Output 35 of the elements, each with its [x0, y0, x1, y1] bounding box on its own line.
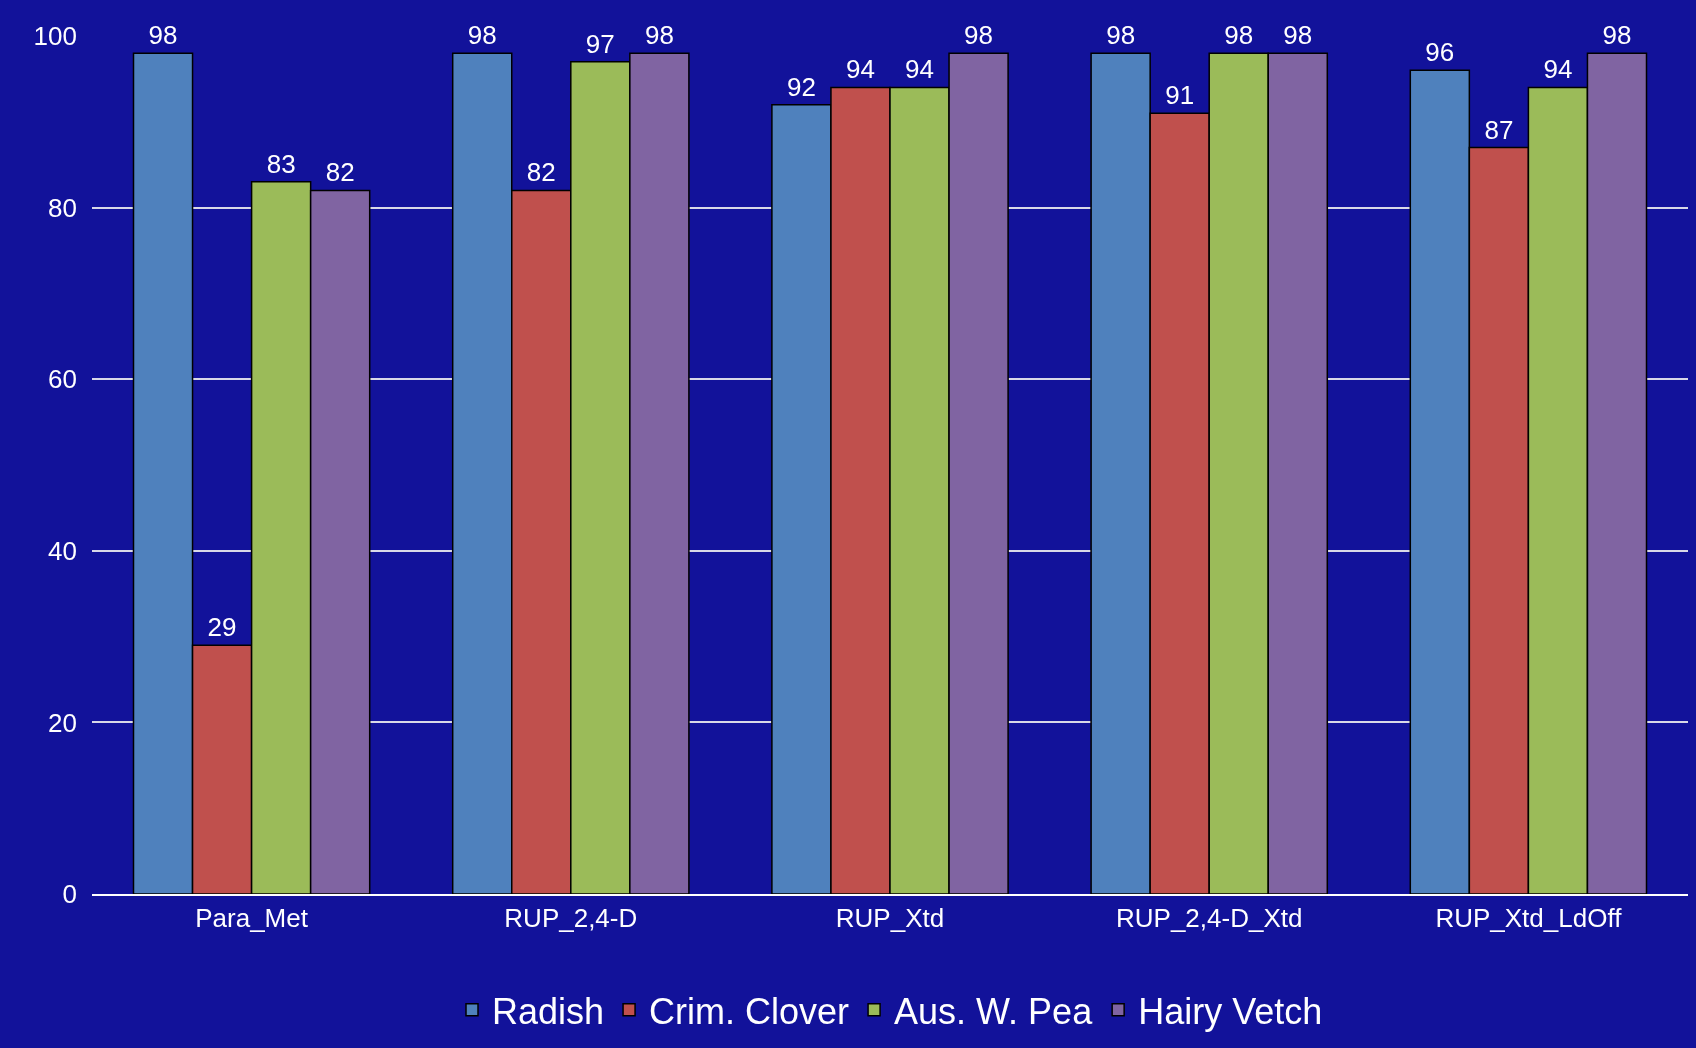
- data-label: 98: [1106, 20, 1136, 51]
- data-label: 96: [1425, 37, 1455, 68]
- data-label: 97: [585, 28, 615, 59]
- data-label: 98: [1224, 20, 1254, 51]
- x-tick-label: RUP_Xtd_LdOff: [1435, 902, 1623, 933]
- legend-label: Hairy Vetch: [1138, 990, 1323, 1032]
- data-label: 98: [1283, 20, 1313, 51]
- y-tick-label: 80: [48, 192, 77, 223]
- data-label: 98: [1602, 20, 1632, 51]
- x-tick-label: RUP_2,4-D_Xtd: [1115, 902, 1303, 933]
- legend-label: Crim. Clover: [649, 990, 850, 1032]
- data-label: 98: [148, 20, 178, 51]
- data-label: 94: [846, 54, 875, 85]
- x-tick-label: Para_Met: [195, 902, 309, 933]
- x-tick-label: RUP_2,4-D: [504, 902, 638, 933]
- y-tick-label: 20: [48, 707, 77, 738]
- x-tick-label: RUP_Xtd: [835, 902, 945, 933]
- data-label: 82: [325, 157, 355, 188]
- y-tick-label: 40: [48, 535, 77, 566]
- data-label: 87: [1484, 114, 1514, 145]
- y-tick-label: 0: [62, 879, 77, 910]
- y-tick-label: 60: [48, 364, 77, 395]
- data-label: 82: [526, 157, 556, 188]
- data-label: 83: [266, 148, 296, 179]
- legend-label: Aus. W. Pea: [894, 990, 1094, 1032]
- legend-label: Radish: [492, 990, 605, 1032]
- data-label: 98: [467, 20, 497, 51]
- y-tick-label: 100: [33, 21, 77, 52]
- data-label: 92: [786, 71, 816, 102]
- data-label: 94: [905, 54, 934, 85]
- data-label: 29: [207, 612, 237, 643]
- data-label: 98: [644, 20, 674, 51]
- data-label: 91: [1165, 80, 1195, 111]
- data-label: 94: [1543, 54, 1573, 85]
- data-label: 98: [964, 20, 994, 51]
